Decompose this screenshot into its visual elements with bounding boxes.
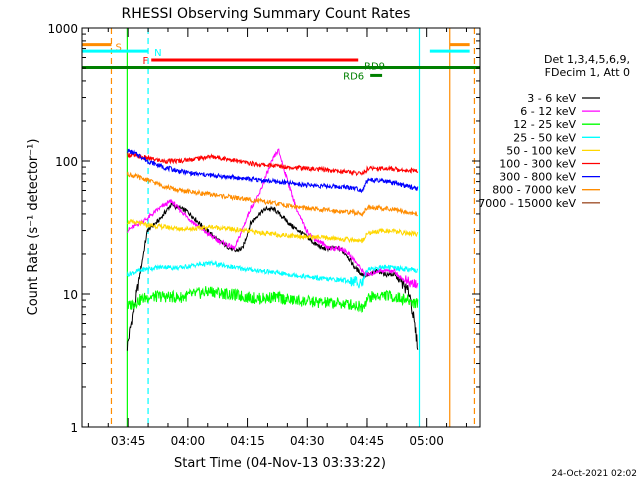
legend: Det 1,3,4,5,6,9,FDecim 1, Att 0 3 - 6 keV… [478,53,630,210]
flag-label-rd6: RD6 [343,71,364,82]
plot-frame [81,27,481,428]
x-tick-label: 04:00 [171,434,206,448]
x-tick-label: 04:45 [350,434,385,448]
flag-label-n: N [154,48,161,59]
x-axis-label: Start Time (04-Nov-13 03:33:22) [174,456,386,471]
series-line-12-25-kev [126,286,419,313]
y-tick-label: 10 [63,288,78,302]
x-tick-label: 04:15 [230,434,265,448]
series-line-50-100-kev [127,218,419,244]
y-tick-label: 1000 [47,22,78,36]
y-axis-label: Count Rate (s⁻¹ detector⁻¹) [26,139,41,316]
flag-label-f: F [142,56,148,67]
x-tick-label: 04:30 [290,434,325,448]
legend-label-25-50-kev: 25 - 50 keV [513,131,576,144]
legend-label-100-300-kev: 100 - 300 keV [499,158,576,171]
series-line-300-800-kev [127,148,419,194]
series-lines [126,148,419,351]
flag-label-s: S [115,43,121,54]
flag-label-rd9: RD9 [364,61,385,72]
x-tick-label: 05:00 [409,434,444,448]
legend-label-3-6-kev: 3 - 6 keV [527,92,576,105]
legend-title-line: Det 1,3,4,5,6,9, [544,53,630,66]
legend-label-7000-15000-kev: 7000 - 15000 keV [478,197,576,210]
legend-label-50-100-kev: 50 - 100 keV [506,144,576,157]
series-line-6-12-kev [127,148,419,289]
x-tick-label: 03:45 [111,434,146,448]
chart-title: RHESSI Observing Summary Count Rates [122,6,411,22]
axis-ticks: 1 10 100 1000 03:45 04:00 04:15 04:30 04:45 05:00 [47,22,480,448]
timestamp: 24-Oct-2021 02:02 [552,469,637,479]
legend-label-800-7000-kev: 800 - 7000 keV [492,184,576,197]
legend-label-6-12-kev: 6 - 12 keV [520,105,576,118]
legend-label-12-25-kev: 12 - 25 keV [513,118,576,131]
series-line-25-50-kev [126,259,419,289]
legend-title-line: FDecim 1, Att 0 [545,66,630,79]
series-line-800-7000-kev [126,171,418,218]
vertical-markers [110,28,476,427]
legend-label-300-800-kev: 300 - 800 keV [499,171,576,184]
y-tick-label: 100 [55,155,78,169]
series-line-100-300-kev [126,151,419,177]
y-tick-label: 1 [70,421,78,435]
